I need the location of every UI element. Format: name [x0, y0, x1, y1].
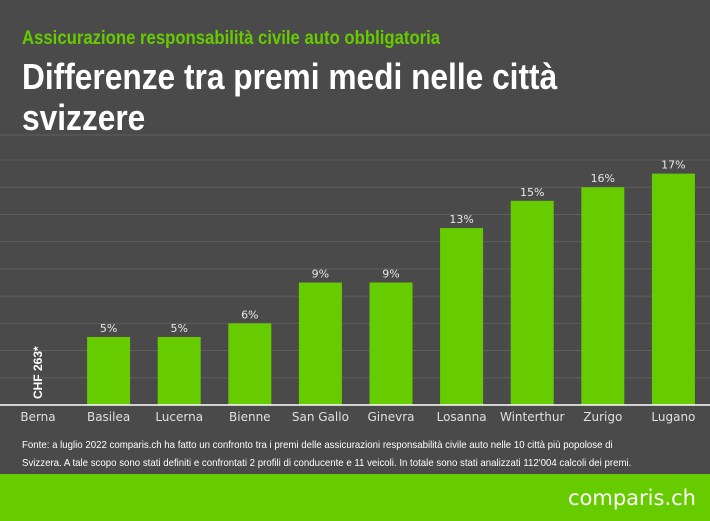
- data-label: 13%: [449, 213, 473, 226]
- x-tick-label: Lugano: [651, 410, 695, 424]
- data-label: 5%: [170, 322, 187, 335]
- footer-band: comparis.ch: [0, 474, 710, 521]
- x-tick-label: Bienne: [229, 410, 271, 424]
- comparis-logo: comparis.ch: [568, 486, 696, 510]
- source-note: Fonte: a luglio 2022 comparis.ch ha fatt…: [22, 439, 632, 469]
- bar: [157, 336, 201, 405]
- bar: [651, 173, 695, 405]
- bar: [440, 228, 484, 405]
- bar: [581, 187, 625, 405]
- bar: [510, 200, 554, 405]
- chart-title: Differenze tra premi medi nelle città sv…: [22, 56, 558, 138]
- data-label: 16%: [591, 172, 615, 185]
- data-label: 6%: [241, 308, 258, 321]
- bar-chart: CHF 263* Berna 5% Basilea 5% Lucerna 6% Bienne 9…: [0, 134, 710, 424]
- data-label: 15%: [520, 186, 544, 199]
- data-label: 9%: [382, 268, 399, 281]
- x-tick-label: Zurigo: [583, 410, 622, 424]
- x-tick-label: Berna: [20, 410, 55, 424]
- x-tick-label: Basilea: [87, 410, 130, 424]
- data-label: 17%: [661, 159, 685, 172]
- data-label: 5%: [100, 322, 117, 335]
- x-tick-label: San Gallo: [292, 410, 349, 424]
- x-tick-label: Losanna: [437, 410, 487, 424]
- x-tick-label: Winterthur: [500, 410, 564, 424]
- bar: [87, 336, 131, 405]
- x-tick-label: Lucerna: [155, 410, 203, 424]
- bar: [298, 282, 342, 405]
- data-label: 9%: [312, 268, 329, 281]
- bar: [369, 282, 413, 405]
- bar: [228, 323, 272, 405]
- x-tick-label: Ginevra: [367, 410, 414, 424]
- reference-label: CHF 263*: [31, 346, 45, 399]
- chart-kicker: Assicurazione responsabilità civile auto…: [22, 28, 441, 49]
